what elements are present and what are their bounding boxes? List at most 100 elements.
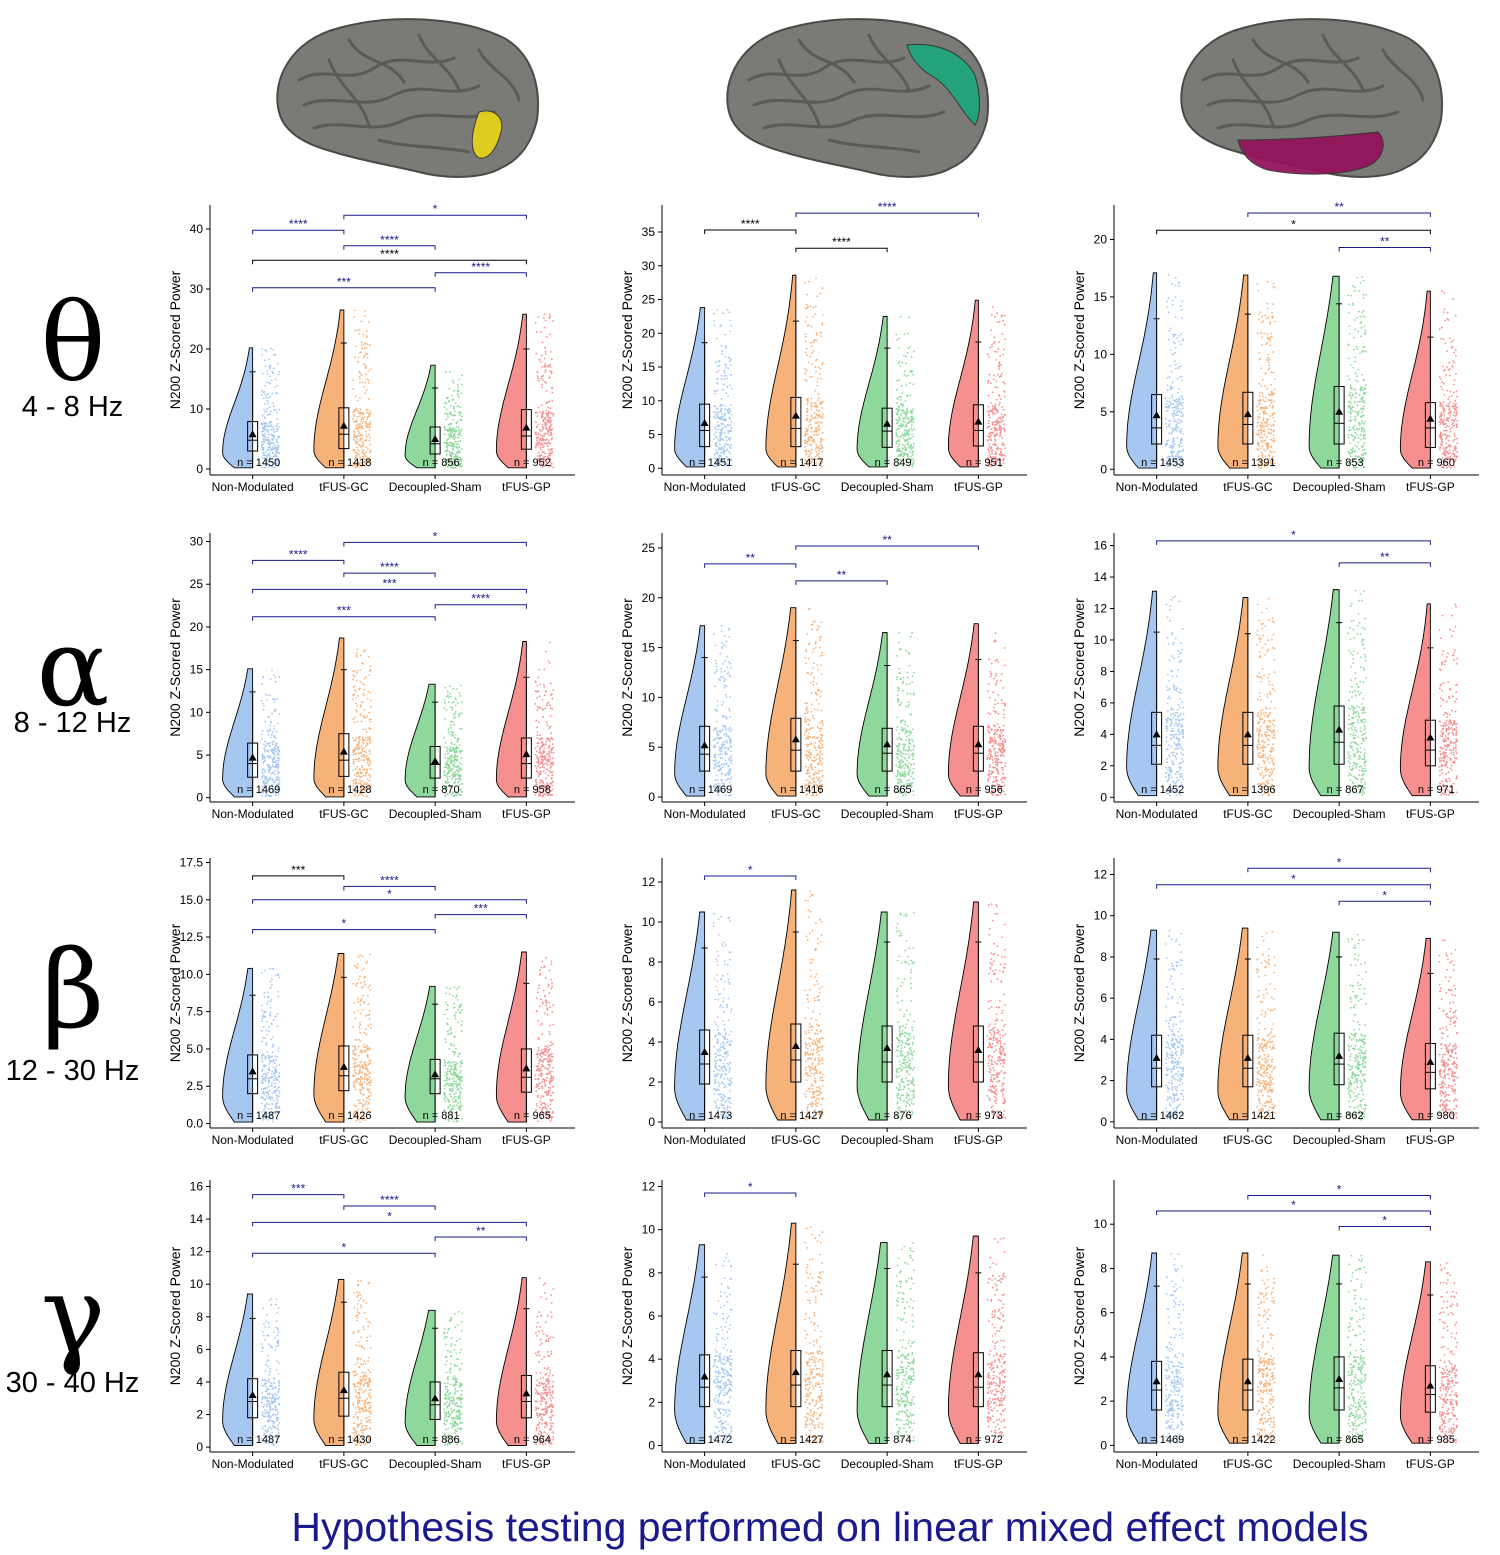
raw-point bbox=[1445, 404, 1448, 407]
raw-point bbox=[1260, 451, 1263, 454]
raw-point bbox=[448, 763, 451, 766]
raw-point bbox=[896, 464, 899, 467]
raw-point bbox=[1269, 338, 1271, 341]
raw-point bbox=[277, 373, 280, 376]
y-tick-label: 0 bbox=[648, 461, 655, 475]
raw-point bbox=[265, 454, 268, 457]
raw-point bbox=[361, 421, 364, 424]
raw-point bbox=[271, 760, 274, 763]
raw-point bbox=[539, 706, 542, 709]
raw-point bbox=[821, 654, 824, 657]
raw-point bbox=[1181, 375, 1183, 378]
raw-point bbox=[368, 461, 371, 464]
raw-point bbox=[897, 410, 899, 413]
raw-point bbox=[1439, 446, 1441, 449]
violin-half bbox=[404, 683, 436, 798]
raw-point bbox=[358, 415, 361, 418]
n-count-label: n = 1469 bbox=[689, 784, 732, 796]
raw-point bbox=[906, 394, 908, 396]
raw-point bbox=[363, 465, 366, 467]
raw-point bbox=[715, 411, 717, 413]
raw-point bbox=[730, 430, 733, 433]
raw-point bbox=[819, 655, 822, 657]
raw-point bbox=[355, 652, 358, 655]
raw-point bbox=[541, 760, 544, 763]
raw-point bbox=[1359, 322, 1362, 324]
raw-point bbox=[1451, 365, 1454, 368]
raw-point bbox=[266, 413, 269, 416]
y-axis-title: N200 Z-Scored Power bbox=[619, 270, 635, 409]
raw-point bbox=[722, 461, 724, 464]
raw-point bbox=[813, 676, 815, 679]
raw-point bbox=[268, 771, 271, 774]
raw-point bbox=[987, 448, 990, 451]
raw-point bbox=[449, 444, 451, 446]
raw-point bbox=[353, 315, 356, 318]
brain-gyrus bbox=[1206, 84, 1385, 107]
raw-point bbox=[355, 679, 358, 682]
raw-point bbox=[901, 361, 904, 364]
group-tfus-gp: n = 958 bbox=[495, 640, 555, 798]
raw-point bbox=[552, 689, 555, 692]
raw-point bbox=[1168, 432, 1171, 435]
raw-point bbox=[1175, 398, 1178, 400]
raw-point bbox=[1362, 315, 1364, 317]
raw-point bbox=[358, 434, 361, 437]
raw-point bbox=[903, 416, 906, 419]
raw-point bbox=[362, 333, 365, 336]
raw-point bbox=[361, 748, 363, 751]
raw-point bbox=[1351, 304, 1354, 306]
raw-point bbox=[730, 759, 733, 761]
raw-point bbox=[714, 442, 717, 445]
raw-point bbox=[996, 421, 998, 424]
raw-point bbox=[353, 410, 356, 413]
raw-point bbox=[1449, 367, 1452, 370]
raw-point bbox=[808, 421, 811, 423]
raw-point bbox=[813, 745, 816, 747]
raw-point bbox=[821, 413, 824, 416]
raw-point bbox=[722, 388, 725, 391]
raw-point bbox=[720, 324, 722, 326]
raw-point bbox=[269, 742, 271, 745]
raw-point bbox=[263, 705, 265, 707]
significance-stars: **** bbox=[471, 260, 490, 274]
raw-point bbox=[1003, 423, 1005, 426]
raw-point bbox=[900, 434, 903, 437]
raw-point bbox=[268, 442, 271, 444]
raw-point bbox=[549, 704, 551, 707]
raw-point bbox=[1444, 433, 1447, 435]
y-tick-label: 20 bbox=[642, 326, 656, 340]
raw-point bbox=[267, 433, 270, 436]
raw-point bbox=[1441, 290, 1443, 293]
raw-point bbox=[457, 426, 460, 428]
raw-point bbox=[1361, 411, 1363, 414]
raw-point bbox=[807, 324, 810, 327]
raw-point bbox=[265, 381, 268, 384]
raw-point bbox=[1262, 426, 1264, 429]
raw-point bbox=[549, 333, 551, 336]
raw-point bbox=[902, 420, 905, 423]
raw-point bbox=[274, 773, 276, 776]
raw-point bbox=[895, 442, 898, 445]
raw-point bbox=[458, 744, 461, 747]
raw-point bbox=[541, 755, 544, 757]
raw-point bbox=[1180, 308, 1183, 311]
raw-point bbox=[993, 429, 996, 432]
raw-point bbox=[353, 415, 355, 418]
raw-point bbox=[360, 374, 363, 376]
raw-point bbox=[541, 779, 544, 782]
y-tick-label: 25 bbox=[642, 541, 656, 555]
raw-point bbox=[1354, 417, 1357, 420]
raw-point bbox=[724, 442, 727, 445]
raw-point bbox=[724, 678, 727, 681]
raw-point bbox=[1353, 319, 1356, 321]
raw-point bbox=[552, 320, 554, 322]
y-tick-label: 0 bbox=[1100, 462, 1107, 476]
raw-point bbox=[450, 731, 453, 733]
raw-point bbox=[906, 422, 909, 425]
raw-point bbox=[551, 450, 554, 453]
raw-point bbox=[725, 739, 728, 742]
significance-bracket: **** bbox=[704, 217, 797, 234]
raw-point bbox=[273, 462, 275, 465]
raw-point bbox=[1166, 440, 1169, 442]
